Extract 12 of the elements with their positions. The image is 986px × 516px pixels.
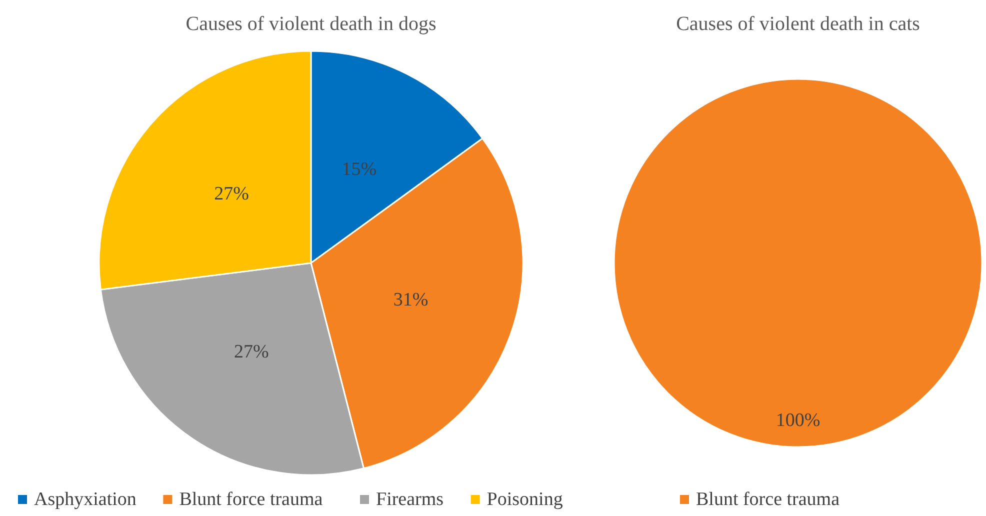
legend-label: Poisoning	[486, 489, 564, 510]
legend-label: Blunt force trauma	[696, 489, 840, 510]
data-label: 27%	[214, 184, 250, 205]
chart-title: Causes of violent death in cats	[676, 13, 920, 35]
data-label: 100%	[776, 410, 820, 432]
legend-label: Firearms	[376, 489, 444, 510]
legend-label: Asphyxiation	[34, 489, 137, 510]
data-label: 31%	[393, 290, 428, 311]
data-label: 15%	[342, 159, 377, 180]
legend-label: Blunt force trauma	[179, 489, 324, 510]
data-label: 27%	[234, 341, 270, 362]
chart-title: Causes of violent death in dogs	[186, 13, 436, 35]
